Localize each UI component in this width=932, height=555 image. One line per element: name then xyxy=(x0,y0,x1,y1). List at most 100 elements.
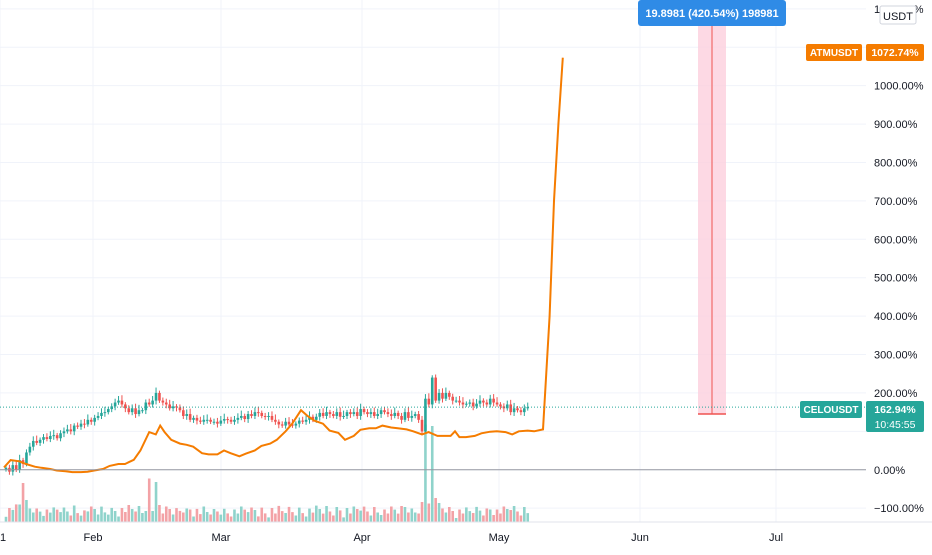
candle-body xyxy=(253,412,257,416)
volume-bar xyxy=(260,507,264,522)
volume-bar xyxy=(124,512,127,522)
candle-body xyxy=(76,425,79,427)
volume-bar xyxy=(188,509,192,522)
candle-body xyxy=(141,410,144,412)
volume-bar xyxy=(482,515,485,522)
candle-body xyxy=(120,400,124,405)
x-axis[interactable]: 1 Feb Mar Apr May Jun Jul xyxy=(0,521,932,544)
volume-bar xyxy=(512,506,516,522)
candle-body xyxy=(209,419,212,422)
volume-bar xyxy=(154,482,158,522)
volume-bar xyxy=(86,511,90,522)
measure-tool[interactable] xyxy=(698,24,726,415)
candle-body xyxy=(83,423,86,425)
candle-body xyxy=(175,406,178,408)
candle-body xyxy=(192,417,195,420)
candle-body xyxy=(171,406,175,409)
x-tick-label: Jul xyxy=(769,532,783,544)
volume-bar xyxy=(93,509,96,522)
volume-bar xyxy=(403,507,407,522)
volume-bar xyxy=(396,513,400,522)
candle-body xyxy=(72,425,76,432)
volume-bar xyxy=(321,513,325,522)
volume-bar xyxy=(226,513,229,522)
candle-body xyxy=(239,415,243,418)
candle-body xyxy=(4,467,8,470)
candle-body xyxy=(509,404,512,413)
volume-bar xyxy=(239,506,243,522)
atmusdt-line xyxy=(3,57,564,474)
volume-bar xyxy=(277,505,281,522)
volume-bar xyxy=(130,509,134,522)
candle-body xyxy=(383,410,386,413)
y-tick-label: 600.00% xyxy=(874,234,918,246)
candle-body xyxy=(523,408,526,413)
candle-body xyxy=(386,412,390,415)
candle-body xyxy=(410,415,414,418)
candle-body xyxy=(267,415,270,417)
y-tick-label: 500.00% xyxy=(874,273,918,285)
candle-body xyxy=(93,417,96,422)
volume-bar xyxy=(113,511,117,522)
y-axis[interactable]: 1200.00%1100.00%1000.00%900.00%800.00%70… xyxy=(874,4,924,515)
candle-body xyxy=(195,417,199,421)
volume-bar xyxy=(120,508,124,522)
volume-bar xyxy=(222,508,226,522)
volume-bar xyxy=(117,516,120,522)
celousdt-badge[interactable]: CELOUSDT 162.94% 10:45:55 xyxy=(800,401,924,432)
candle-body xyxy=(287,421,291,425)
currency-badge[interactable]: USDT xyxy=(879,5,917,25)
candle-body xyxy=(437,392,441,401)
volume-bar xyxy=(345,508,349,522)
candle-body xyxy=(471,402,475,407)
volume-bar xyxy=(454,518,458,522)
volume-bar xyxy=(267,517,270,522)
volume-bar xyxy=(151,511,154,522)
candle-body xyxy=(362,409,366,413)
volume-bar xyxy=(209,514,212,522)
candle-body xyxy=(28,446,32,453)
volume-bar xyxy=(311,512,315,522)
candle-body xyxy=(332,414,335,416)
candle-body xyxy=(478,400,482,404)
volume-bar xyxy=(280,511,284,522)
atmusdt-badge[interactable]: ATMUSDT 1072.74% xyxy=(806,44,924,61)
candle-body xyxy=(226,419,229,421)
candle-body xyxy=(164,402,168,405)
volume-bar xyxy=(372,507,376,522)
volume-bar xyxy=(72,505,76,522)
candle-body xyxy=(372,412,376,416)
candle-body xyxy=(403,412,407,420)
candle-body xyxy=(158,392,161,401)
volume-bar xyxy=(349,513,352,522)
candle-body xyxy=(448,392,451,397)
volume-bar xyxy=(458,509,461,522)
measure-tooltip: 19.8981 (420.54%) 198981 xyxy=(638,0,786,26)
volume-bar xyxy=(485,508,489,522)
volume-bar xyxy=(413,512,417,522)
volume-bar xyxy=(45,509,49,522)
currency-label: USDT xyxy=(883,11,913,23)
candle-body xyxy=(229,419,233,422)
volume-bar xyxy=(233,509,236,522)
volume-bar xyxy=(519,515,523,522)
candle-body xyxy=(318,412,322,417)
volume-bar xyxy=(253,510,257,522)
candle-body xyxy=(38,439,42,443)
volume-bar xyxy=(185,508,189,522)
candle-body xyxy=(212,421,216,423)
candle-body xyxy=(328,412,332,415)
y-tick-label: 400.00% xyxy=(874,311,918,323)
candle-body xyxy=(495,402,499,405)
volume-bar xyxy=(359,510,362,522)
candle-body xyxy=(325,412,328,416)
candle-body xyxy=(458,400,461,403)
volume-bar xyxy=(199,514,202,522)
volume-bar xyxy=(96,514,100,522)
candle-body xyxy=(62,431,66,434)
volume-bar xyxy=(18,504,21,522)
candle-body xyxy=(59,433,62,439)
volume-bar xyxy=(376,512,379,522)
